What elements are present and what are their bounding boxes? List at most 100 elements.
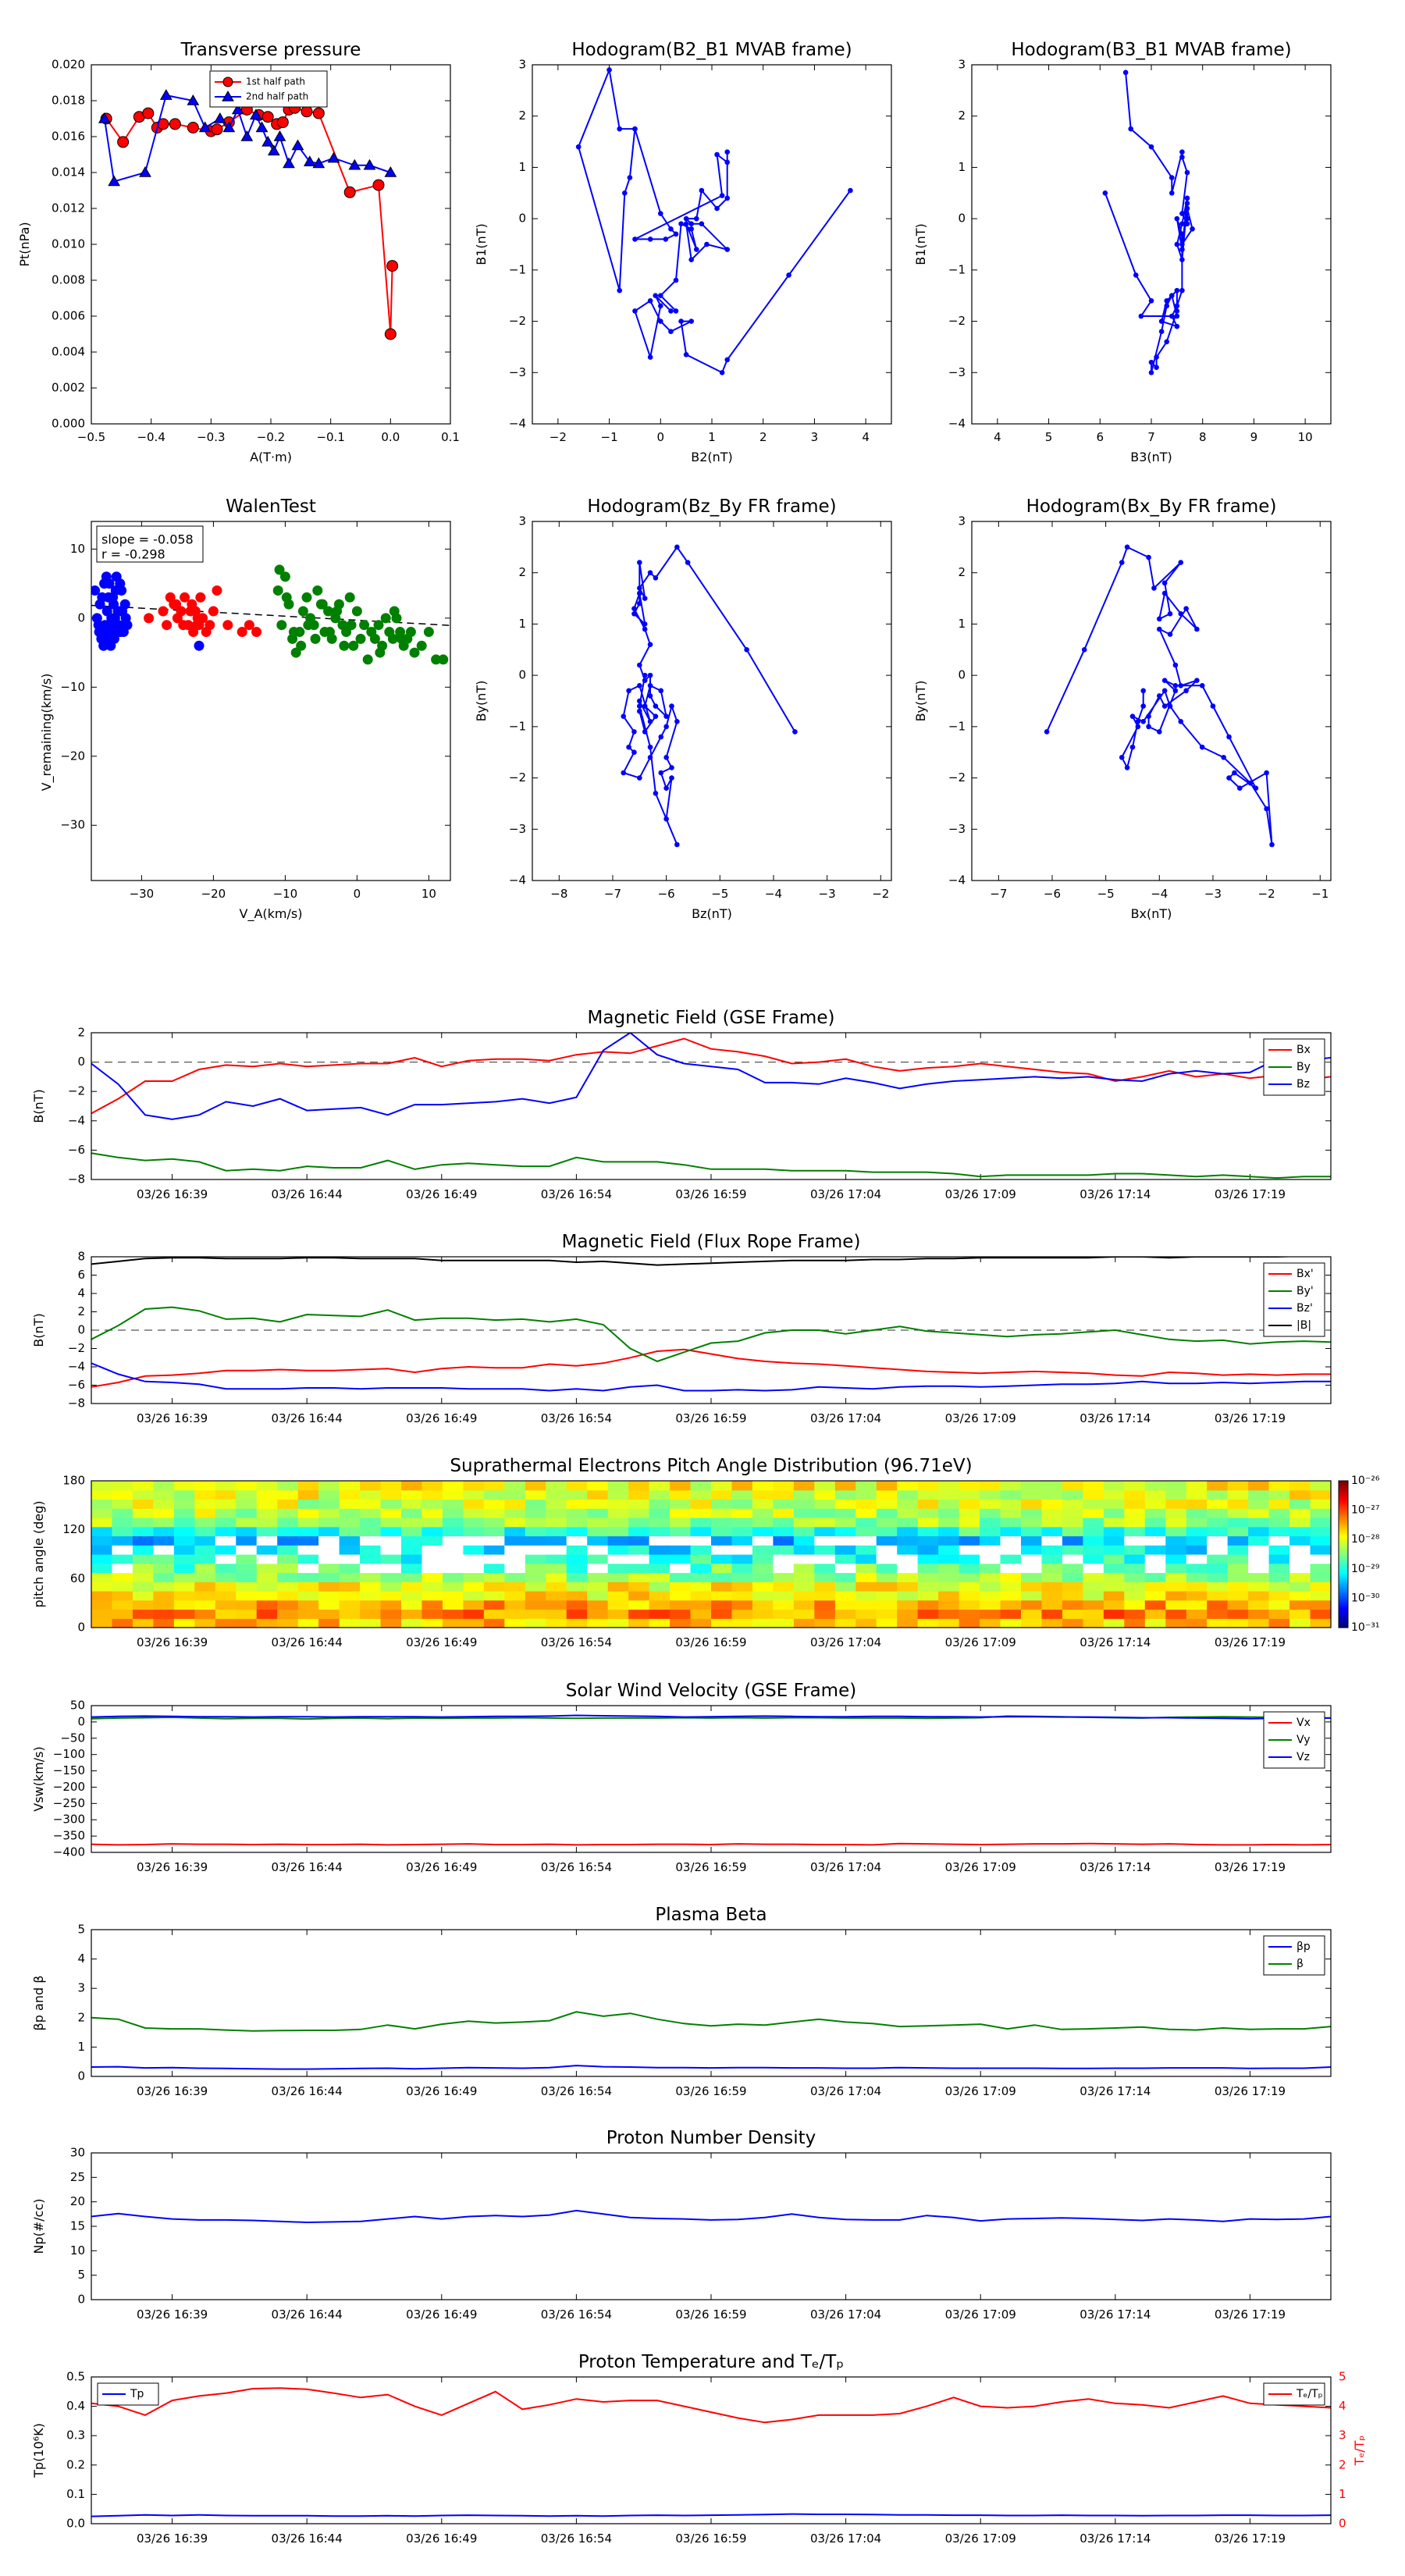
pad-cell xyxy=(442,1582,464,1592)
pad-cell xyxy=(277,1481,299,1491)
pad-cell xyxy=(1248,1535,1270,1546)
pad-cell xyxy=(442,1489,464,1500)
pad-cell xyxy=(1021,1618,1043,1628)
pad-cell xyxy=(855,1618,877,1628)
pad-cell xyxy=(339,1517,361,1528)
hodo4-xtick-label: −7 xyxy=(990,887,1007,901)
pad-cell xyxy=(1248,1481,1270,1491)
tpx-ylabel-right: Tₑ/Tₚ xyxy=(1352,2435,1367,2466)
pad-cell xyxy=(1041,1609,1063,1619)
pad-cell xyxy=(773,1535,795,1546)
pad-cell xyxy=(773,1508,795,1518)
pad-colorbar-step xyxy=(1339,1568,1348,1572)
tpx-legend-label: Tp xyxy=(130,2388,144,2400)
pad-cell xyxy=(401,1481,423,1491)
pad-cell xyxy=(731,1517,753,1528)
hodo2-ytick-label: 1 xyxy=(958,160,966,174)
pad-cell xyxy=(215,1563,237,1574)
hodo4-point xyxy=(1247,780,1254,786)
mffr-legend-label: |B| xyxy=(1297,1319,1311,1332)
pad-cell xyxy=(752,1554,774,1564)
pad-cell xyxy=(607,1572,629,1582)
pad-cell xyxy=(731,1599,753,1610)
pad-cell xyxy=(215,1609,237,1619)
pad-cell xyxy=(1124,1563,1146,1574)
pad-cell xyxy=(649,1489,670,1500)
walen-point-green xyxy=(297,606,308,617)
pad-cell xyxy=(1207,1591,1229,1601)
mfgse-ytick-label: 0 xyxy=(77,1055,85,1069)
pad-cell xyxy=(834,1535,856,1546)
tp-point xyxy=(255,121,269,133)
pad-cell xyxy=(959,1545,980,1555)
pad-cell xyxy=(1124,1517,1146,1528)
pad-colorbar-label: 10⁻²⁶ xyxy=(1351,1475,1380,1487)
pad-cell xyxy=(1268,1489,1290,1500)
pad-cell xyxy=(670,1554,692,1564)
mffr-ytick-label: −8 xyxy=(68,1397,85,1411)
tp-point xyxy=(187,94,200,105)
pad-cell xyxy=(959,1517,980,1528)
pad-colorbar-step xyxy=(1339,1591,1348,1594)
pad-cell xyxy=(153,1508,175,1518)
pad-cell xyxy=(793,1526,815,1537)
pad-cell xyxy=(194,1535,216,1546)
pad-cell xyxy=(814,1563,836,1574)
pad-cell xyxy=(1248,1572,1270,1582)
pad-cell xyxy=(876,1489,898,1500)
pad-cell xyxy=(855,1517,877,1528)
pad-cell xyxy=(1186,1517,1208,1528)
pad-cell xyxy=(587,1535,609,1546)
hodo1-point xyxy=(673,308,679,314)
pad-cell xyxy=(360,1508,382,1518)
pad-cell xyxy=(670,1517,692,1528)
hodo3-ylabel: By(nT) xyxy=(474,681,489,722)
pad-cell xyxy=(1289,1508,1311,1518)
pad-panel: Suprathermal Electrons Pitch Angle Distr… xyxy=(31,1456,1380,1649)
pad-cell xyxy=(546,1582,567,1592)
pad-cell xyxy=(855,1582,877,1592)
pad-cell xyxy=(1000,1508,1022,1518)
pad-cell xyxy=(876,1508,898,1518)
walen-point-blue xyxy=(108,599,119,610)
pad-cell xyxy=(1144,1517,1166,1528)
np-ytick-label: 30 xyxy=(70,2146,85,2160)
pad-colorbar-step xyxy=(1339,1507,1348,1511)
hodo4-point xyxy=(1044,729,1050,735)
pad-colorbar-label: 10⁻²⁹ xyxy=(1351,1563,1380,1575)
pad-cell xyxy=(1000,1572,1022,1582)
pad-cell xyxy=(1227,1582,1249,1592)
mffr-ytick-label: −6 xyxy=(68,1378,85,1392)
pad-cell xyxy=(525,1545,546,1555)
mfgse-time-label: 03/26 17:09 xyxy=(945,1187,1016,1201)
pad-cell xyxy=(980,1535,1001,1546)
pad-cell xyxy=(194,1481,216,1491)
pad-cell xyxy=(1207,1489,1229,1500)
pad-cell xyxy=(649,1582,670,1592)
pad-cell xyxy=(1062,1499,1083,1509)
walen-point-red xyxy=(208,606,219,617)
walen-point-green xyxy=(359,620,370,631)
mffr-time-label: 03/26 16:54 xyxy=(541,1411,612,1425)
pad-cell xyxy=(938,1517,960,1528)
pad-cell xyxy=(153,1517,175,1528)
pad-cell xyxy=(463,1508,485,1518)
pad-cell xyxy=(1289,1582,1311,1592)
pad-cell xyxy=(670,1481,692,1491)
hodo1-point xyxy=(699,187,705,194)
hodo2-ytick-label: 0 xyxy=(958,212,966,226)
hodo2-point xyxy=(1179,149,1185,155)
pad-cell xyxy=(236,1508,258,1518)
tp-point xyxy=(261,135,275,147)
pad-cell xyxy=(1289,1563,1311,1574)
pad-cell xyxy=(566,1508,588,1518)
pad-cell xyxy=(731,1591,753,1601)
hodo2-point xyxy=(1179,287,1185,294)
pad-cell xyxy=(401,1526,423,1537)
pad-cell xyxy=(566,1545,588,1555)
pad-cell xyxy=(256,1526,278,1537)
pad-colorbar-step xyxy=(1339,1505,1348,1509)
pad-cell xyxy=(401,1609,423,1619)
vsw-legend-label: Vz xyxy=(1297,1751,1310,1763)
pad-cell xyxy=(297,1582,319,1592)
